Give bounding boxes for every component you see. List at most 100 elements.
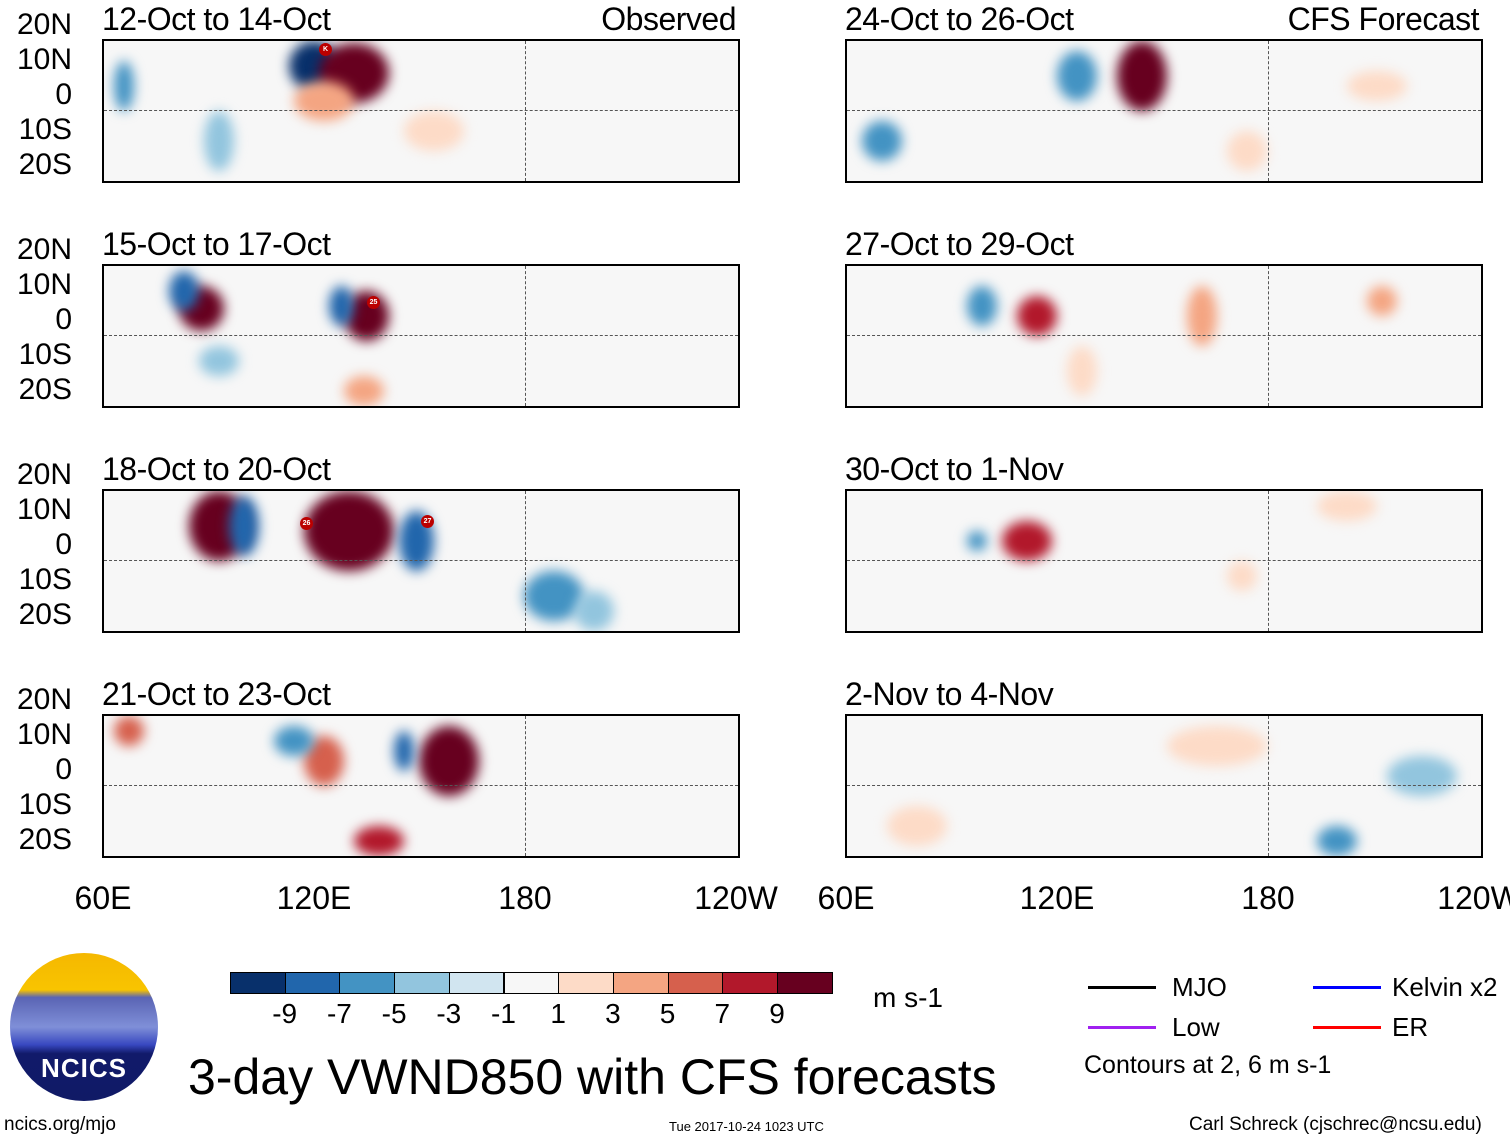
- anomaly-shading: [1167, 726, 1267, 766]
- colorbar-label: 7: [714, 998, 731, 1029]
- anomaly-shading: [304, 491, 394, 571]
- y-tick-label: 10N: [16, 493, 72, 526]
- anomaly-shading: [1317, 826, 1357, 856]
- logo-text: NCICS: [41, 1053, 127, 1083]
- y-tick-label: 0: [55, 753, 72, 786]
- colorbar-label: -9: [272, 998, 298, 1029]
- panel-title: 2-Nov to 4-Nov: [845, 676, 1054, 712]
- map-panel: K: [102, 39, 740, 183]
- anomaly-shading: [294, 81, 354, 121]
- colorbar-swatch: [284, 972, 341, 994]
- anomaly-shading: [1387, 756, 1457, 796]
- legend-kelvin-line: [1313, 986, 1381, 989]
- anomaly-shading: [1347, 71, 1407, 101]
- map-panel: [102, 714, 740, 858]
- map-panel: 25: [102, 264, 740, 408]
- dateline: [1268, 716, 1269, 856]
- y-tick-label: 10S: [18, 788, 72, 821]
- legend-er-line: [1313, 1026, 1381, 1029]
- colorbar-label: 3: [605, 998, 621, 1029]
- anomaly-shading: [419, 726, 479, 796]
- x-tick-label: 180: [1241, 880, 1295, 916]
- anomaly-shading: [967, 531, 987, 551]
- colorbar-label: 9: [769, 998, 785, 1029]
- colorbar-label: -7: [326, 998, 352, 1029]
- y-tick-label: 0: [55, 78, 72, 111]
- legend-kelvin: Kelvin x2: [1392, 972, 1498, 1002]
- y-tick-label: 10S: [18, 563, 72, 596]
- colorbar-label: -1: [491, 998, 516, 1029]
- y-tick-label: 10N: [16, 268, 72, 301]
- legend-mjo: MJO: [1172, 972, 1227, 1002]
- y-tick-label: 20S: [18, 373, 72, 406]
- y-tick-label: 10S: [18, 113, 72, 146]
- anomaly-shading: [1227, 561, 1257, 591]
- dateline: [525, 41, 526, 181]
- map-panel: [845, 264, 1483, 408]
- anomaly-shading: [114, 716, 144, 746]
- y-tick-label: 20N: [16, 233, 72, 266]
- contours-note: Contours at 2, 6 m s-1: [1084, 1051, 1332, 1079]
- dateline: [1268, 41, 1269, 181]
- y-tick-label: 20S: [18, 823, 72, 856]
- panel-title: 18-Oct to 20-Oct: [102, 451, 331, 487]
- colorbar-swatch: [558, 972, 614, 994]
- y-tick-label: 20N: [16, 8, 72, 41]
- y-tick-label: 20S: [18, 598, 72, 631]
- colorbar-swatch: [394, 972, 450, 994]
- anomaly-shading: [199, 346, 239, 376]
- anomaly-shading: [1367, 286, 1397, 316]
- map-panel: [845, 39, 1483, 183]
- y-tick-label: 0: [55, 528, 72, 561]
- colorbar-swatch: [777, 972, 833, 994]
- x-tick-label: 120E: [1019, 880, 1095, 916]
- anomaly-shading: [1067, 346, 1097, 396]
- colorbar-swatch: [230, 972, 286, 994]
- anomaly-shading: [204, 111, 234, 171]
- anomaly-shading: [329, 286, 354, 326]
- dateline: [525, 716, 526, 856]
- colorbar-swatch: [612, 972, 669, 994]
- panel-title: 12-Oct to 14-Oct: [102, 1, 331, 37]
- legend-low-line: [1088, 1026, 1156, 1029]
- colorbar-swatch: [722, 972, 778, 994]
- storm-marker: 27: [421, 515, 434, 528]
- x-tick-label: 120W: [1437, 880, 1510, 916]
- x-tick-label: 180: [498, 880, 552, 916]
- anomaly-shading: [1002, 521, 1052, 561]
- equator-line: [847, 785, 1481, 786]
- x-tick-label: 120W: [694, 880, 778, 916]
- anomaly-shading: [887, 806, 947, 846]
- panel-title: 30-Oct to 1-Nov: [845, 451, 1064, 487]
- timestamp: Tue 2017-10-24 1023 UTC: [669, 1119, 824, 1134]
- anomaly-shading: [574, 591, 614, 631]
- anomaly-shading: [394, 731, 414, 771]
- anomaly-shading: [967, 286, 997, 326]
- colorbar-swatch: [503, 972, 560, 994]
- author: Carl Schreck (cjschrec@ncsu.edu): [1189, 1114, 1482, 1135]
- x-tick-label: 60E: [817, 880, 875, 916]
- equator-line: [104, 110, 738, 111]
- y-tick-label: 10N: [16, 43, 72, 76]
- site-link[interactable]: ncics.org/mjo: [4, 1114, 116, 1135]
- colorbar-swatch: [448, 972, 505, 994]
- anomaly-shading: [169, 271, 199, 311]
- storm-marker: K: [319, 43, 332, 56]
- panel-title: 15-Oct to 17-Oct: [102, 226, 331, 262]
- dateline: [1268, 491, 1269, 631]
- equator-line: [104, 560, 738, 561]
- anomaly-shading: [1057, 51, 1097, 101]
- equator-line: [104, 785, 738, 786]
- dateline: [1268, 266, 1269, 406]
- y-tick-label: 10S: [18, 338, 72, 371]
- equator-line: [104, 335, 738, 336]
- anomaly-shading: [274, 726, 314, 756]
- map-panel: [845, 714, 1483, 858]
- figure-title: 3-day VWND850 with CFS forecasts: [188, 1049, 997, 1105]
- colorbar-label: -5: [381, 998, 407, 1029]
- colorbar-swatch: [667, 972, 724, 994]
- column-header: CFS Forecast: [1287, 1, 1480, 37]
- y-tick-label: 10N: [16, 718, 72, 751]
- panel-title: 21-Oct to 23-Oct: [102, 676, 331, 712]
- anomaly-shading: [1317, 491, 1377, 521]
